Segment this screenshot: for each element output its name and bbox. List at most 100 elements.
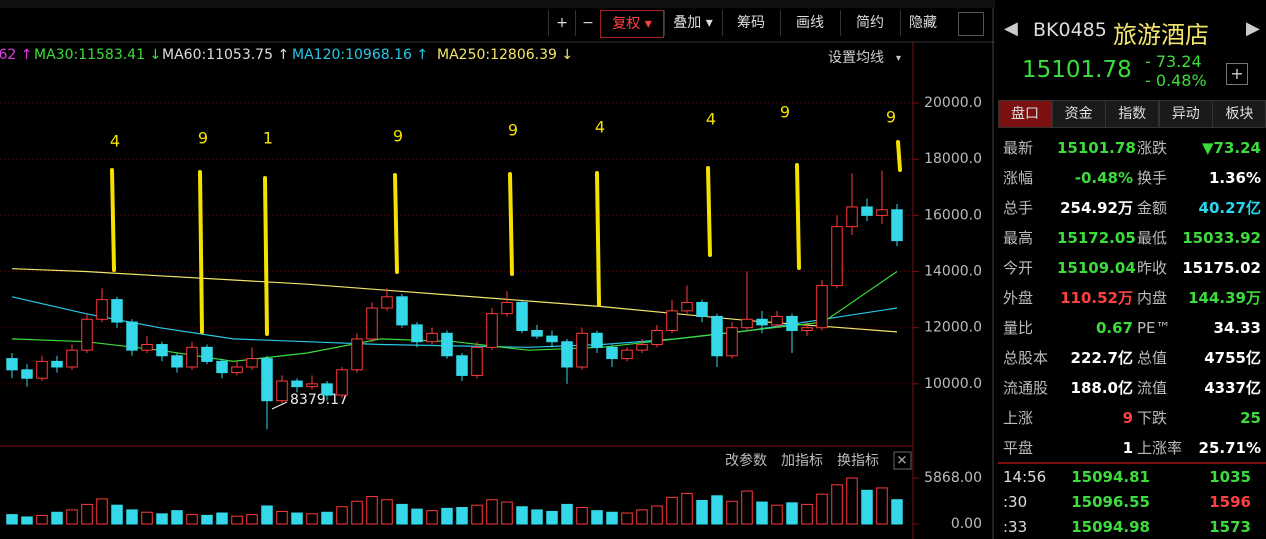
panel-tab[interactable]: 异动 [1158, 100, 1213, 128]
toolbar-button[interactable]: + [548, 10, 575, 36]
annotation-label: 4 [595, 118, 605, 137]
candle-body [801, 327, 813, 332]
candle-body [141, 344, 153, 351]
indicator-button[interactable]: 改参数 [725, 452, 767, 469]
volume-bar [876, 487, 888, 525]
panel-tab[interactable]: 盘口 [998, 100, 1052, 128]
panel-label: 昨收 [1137, 259, 1168, 277]
volume-bar [741, 490, 753, 525]
candle-body [741, 318, 753, 329]
ma-legend: MA120:10968.16 ↑ [292, 47, 429, 63]
panel-label: 今开 [1003, 259, 1034, 277]
tick-cell: 1573 [1209, 518, 1251, 536]
candle-body [531, 330, 543, 337]
volume-bar [381, 499, 393, 525]
panel-value: 0.67 [1095, 319, 1133, 337]
annotation-label: 1 [263, 129, 273, 148]
close-button[interactable] [893, 451, 912, 470]
volume-bar [321, 511, 333, 525]
toolbar-button[interactable]: 画线 [780, 10, 839, 36]
volume-bar [216, 512, 228, 525]
candle-body [291, 380, 303, 388]
add-button[interactable]: + [1226, 63, 1248, 85]
panel-value: 222.7亿 [1070, 349, 1133, 367]
candle-body [831, 226, 843, 287]
panel-value: 15033.92 [1182, 229, 1261, 247]
volume-bar [21, 516, 33, 525]
volume-bar [81, 503, 93, 525]
volume-bar [51, 511, 63, 525]
nav-prev[interactable]: ◀ [1004, 18, 1018, 39]
panel-label: PE™ [1137, 319, 1171, 337]
panel-label: 最低 [1137, 229, 1168, 247]
volume-bar [201, 514, 213, 525]
candle-body [876, 209, 888, 216]
annotation-label: 9 [393, 127, 403, 146]
annotation-label: 4 [110, 132, 120, 151]
indicator-button[interactable]: 加指标 [781, 453, 823, 469]
panel-label: 上涨率 [1137, 439, 1183, 457]
candle-body [261, 358, 273, 402]
candle-body [771, 315, 783, 326]
tick-cell: 1596 [1209, 493, 1251, 511]
candle-body [486, 313, 498, 348]
candle-body [6, 358, 18, 371]
candle-body [231, 366, 243, 374]
volume-bar [231, 515, 243, 525]
panel-tab[interactable]: 指数 [1105, 100, 1160, 128]
toolbar-button[interactable]: 筹码 [722, 10, 779, 36]
volume-bar [186, 514, 198, 525]
indicator-button[interactable]: 换指标 [837, 452, 879, 469]
panel-label: 最高 [1003, 229, 1034, 247]
candle-body [891, 209, 903, 242]
panel-label: 涨跌 [1137, 139, 1168, 157]
volume-bar [396, 503, 408, 525]
fullscreen-button[interactable] [958, 12, 984, 36]
panel-code: BK0485 [1033, 19, 1107, 41]
candle-body [861, 206, 873, 216]
annotation-line [110, 168, 116, 272]
candle-body [516, 301, 528, 331]
tick-cell: 15096.55 [1071, 493, 1150, 511]
panel-tab[interactable]: 资金 [1051, 100, 1106, 128]
annotation-line [393, 173, 399, 274]
panel-label: 下跌 [1137, 409, 1168, 427]
volume-bar [6, 514, 18, 525]
candle-body [576, 332, 588, 368]
toolbar-button[interactable]: 简约 [840, 10, 899, 36]
panel-value: 9 [1122, 409, 1133, 427]
nav-next[interactable]: ▶ [1246, 18, 1260, 39]
settings-label[interactable]: 设置均线 [828, 50, 884, 66]
panel-tab[interactable]: 板块 [1212, 100, 1266, 128]
candle-body [816, 285, 828, 329]
toolbar-button[interactable]: 复权 ▾ [600, 10, 664, 38]
y-tick-label: 14000.0 [924, 264, 982, 280]
low-label: 8379.17 [290, 392, 348, 408]
tick-cell: 14:56 [1003, 468, 1047, 486]
panel-price: 15101.78 [1022, 57, 1132, 83]
panel-value: 34.33 [1213, 319, 1261, 337]
top-nav [0, 0, 995, 8]
candle-body [381, 296, 393, 309]
candle-body [351, 338, 363, 371]
candle-body [651, 330, 663, 346]
candle-body [111, 299, 123, 323]
candle-body [606, 346, 618, 360]
volume-bar [111, 504, 123, 525]
volume-bar [171, 510, 183, 525]
volume-bar [561, 503, 573, 525]
toolbar-button[interactable]: − [575, 10, 600, 36]
dropdown-arrow: ▾ [896, 53, 901, 64]
volume-bar [606, 511, 618, 525]
toolbar-button[interactable]: 叠加 ▾ [664, 10, 721, 36]
annotation-line [706, 166, 712, 257]
y-tick-label: 5868.00 [924, 470, 982, 486]
panel-label: 最新 [1003, 139, 1034, 157]
toolbar-button[interactable]: 隐藏 [900, 10, 945, 36]
panel-pct: - 0.48% [1145, 71, 1207, 90]
y-tick-label: 10000.0 [924, 376, 982, 392]
annotation-line [508, 172, 514, 276]
panel-name: 旅游酒店 [1113, 21, 1209, 49]
volume-bar [576, 507, 588, 525]
candle-body [471, 346, 483, 376]
